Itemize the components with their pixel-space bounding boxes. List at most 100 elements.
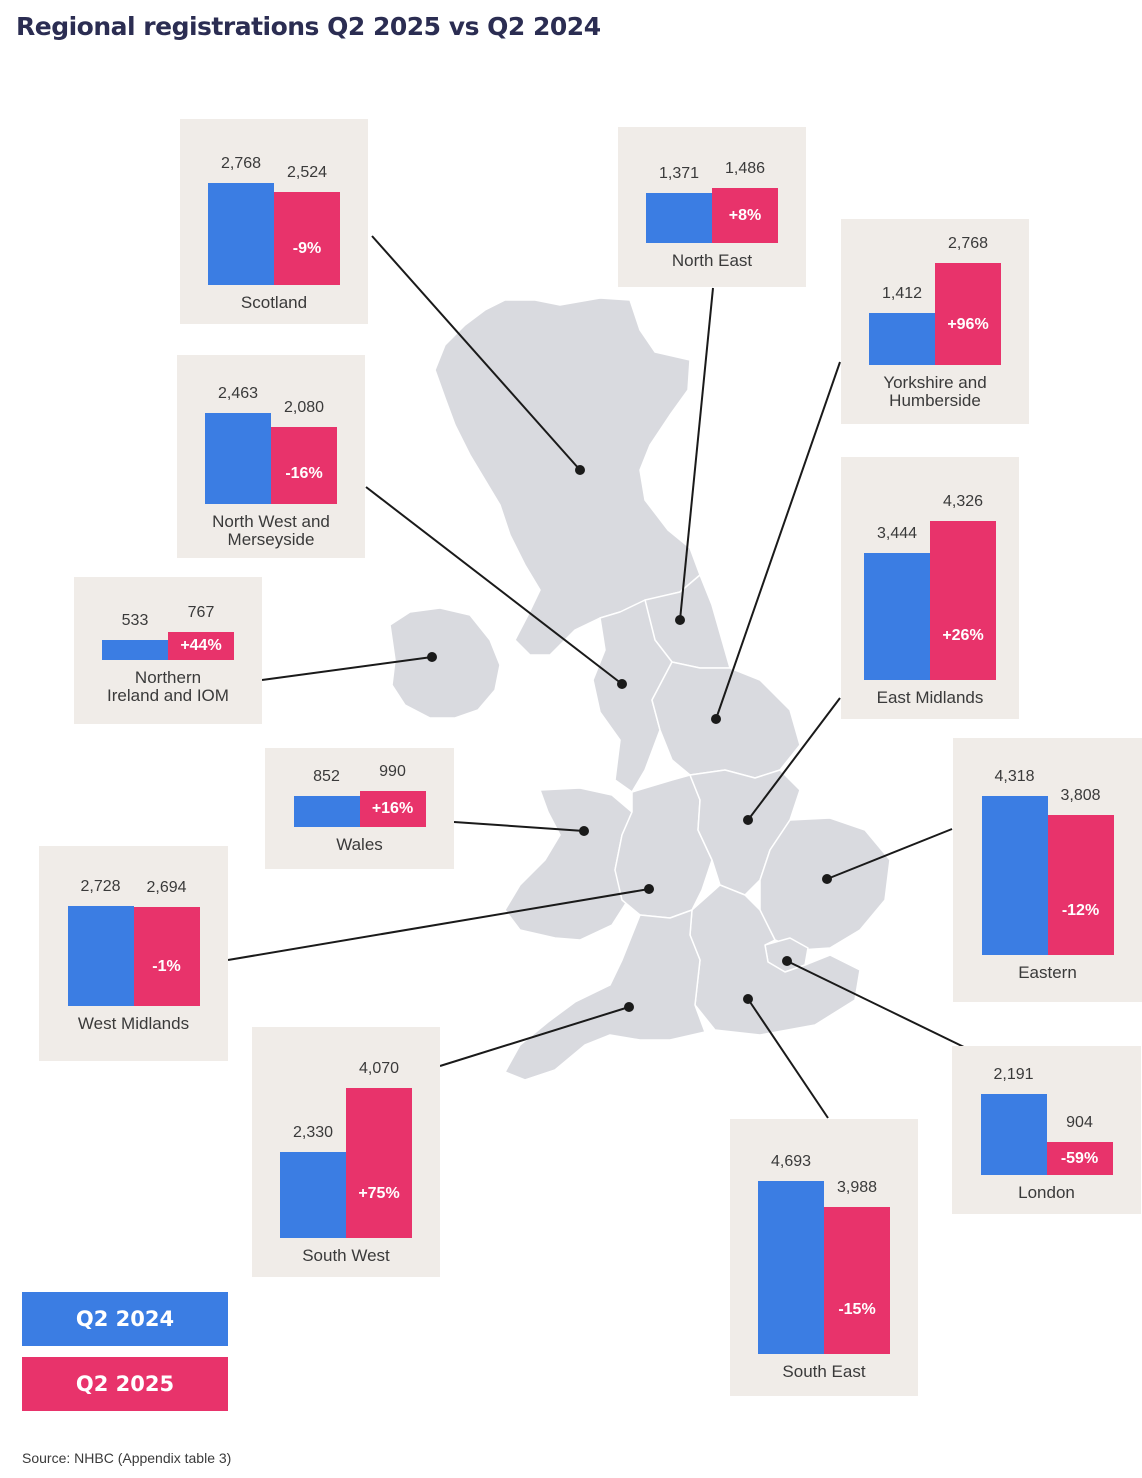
- connector-northern-ireland: [261, 656, 433, 681]
- value-label-q2-2025: 2,524: [286, 164, 328, 181]
- bar-q2-2024: [67, 906, 134, 1006]
- dot-west-midlands: [644, 884, 654, 894]
- bar-q2-2024: [864, 553, 930, 680]
- change-label: -59%: [1060, 1150, 1099, 1167]
- region-name-north-west-and-merseyside: North West and Merseyside: [212, 512, 330, 549]
- connector-eastern: [826, 828, 953, 880]
- bar-q2-2025: [1046, 1142, 1113, 1175]
- region-name-eastern: Eastern: [1018, 963, 1077, 982]
- dot-eastern: [822, 874, 832, 884]
- dot-south-west: [624, 1002, 634, 1012]
- region-name-east-midlands: East Midlands: [876, 688, 984, 707]
- bar-q2-2024: [205, 413, 271, 504]
- legend-q2-2024: Q2 2024: [22, 1292, 228, 1346]
- connector-east-midlands: [747, 697, 841, 821]
- bar-q2-2025: [824, 1207, 890, 1354]
- value-label-q2-2025: 3,808: [1060, 787, 1101, 804]
- value-label-q2-2024: 533: [121, 612, 149, 629]
- bar-q2-2025: [274, 192, 340, 285]
- region-name-northern-ireland-and-iom: Northern Ireland and IOM: [107, 668, 229, 705]
- dot-north-east: [675, 615, 685, 625]
- bar-q2-2025: [168, 632, 234, 660]
- dot-london: [782, 956, 792, 966]
- change-label: -1%: [152, 958, 181, 975]
- value-label-q2-2024: 4,693: [770, 1153, 812, 1170]
- bar-q2-2024: [646, 193, 712, 243]
- map-north-west: [592, 599, 673, 793]
- bar-q2-2025: [712, 188, 778, 243]
- bar-q2-2025: [271, 427, 337, 504]
- bar-q2-2024: [758, 1181, 824, 1354]
- connector-north-east: [679, 287, 714, 621]
- change-label: +96%: [947, 316, 989, 333]
- region-name-london: London: [1018, 1183, 1075, 1202]
- dot-yorkshire: [711, 714, 721, 724]
- chart-title: Regional registrations Q2 2025 vs Q2 202…: [16, 12, 601, 41]
- connector-yorkshire: [715, 361, 841, 720]
- change-label: -16%: [285, 465, 323, 482]
- region-name-south-west: South West: [302, 1246, 390, 1265]
- bar-q2-2024: [869, 313, 935, 365]
- value-label-q2-2024: 852: [313, 768, 340, 785]
- map-northern-ireland: [389, 607, 501, 719]
- dot-north-west: [617, 679, 627, 689]
- dot-east-midlands: [743, 815, 753, 825]
- value-label-q2-2024: 3,444: [876, 525, 918, 542]
- connector-south-west: [439, 1006, 630, 1067]
- connector-west-midlands: [227, 888, 650, 961]
- bar-q2-2024: [293, 796, 360, 827]
- region-name-yorkshire-and-humberside: Yorkshire and Humberside: [883, 373, 987, 410]
- bar-q2-2025: [346, 1088, 412, 1238]
- value-label-q2-2025: 1,486: [724, 160, 766, 177]
- map-wales: [504, 787, 633, 941]
- change-label: -15%: [838, 1301, 876, 1318]
- value-label-q2-2024: 2,768: [220, 155, 262, 172]
- value-label-q2-2025: 4,070: [358, 1060, 400, 1077]
- value-label-q2-2025: 2,080: [283, 399, 325, 416]
- bar-q2-2025: [1047, 815, 1114, 955]
- value-label-q2-2024: 2,728: [80, 878, 121, 895]
- value-label-q2-2025: 2,694: [146, 879, 187, 896]
- value-label-q2-2025: 767: [187, 604, 215, 621]
- connector-scotland: [371, 235, 581, 471]
- change-label: +75%: [358, 1185, 400, 1202]
- value-label-q2-2025: 2,768: [947, 235, 989, 252]
- dot-northern-ireland: [427, 652, 437, 662]
- value-label-q2-2025: 990: [379, 763, 406, 780]
- bar-q2-2025: [133, 907, 200, 1006]
- bar-q2-2025: [930, 521, 996, 680]
- connector-london: [786, 960, 967, 1049]
- region-name-wales: Wales: [336, 835, 383, 854]
- dot-wales: [579, 826, 589, 836]
- value-label-q2-2024: 2,191: [993, 1066, 1034, 1083]
- bar-q2-2024: [208, 183, 274, 285]
- value-label-q2-2025: 3,988: [836, 1179, 878, 1196]
- bar-q2-2024: [280, 1152, 346, 1238]
- dot-south-east: [743, 994, 753, 1004]
- value-label-q2-2025: 904: [1066, 1114, 1093, 1131]
- change-label: +8%: [728, 207, 762, 224]
- map-west-midlands: [614, 774, 713, 919]
- bar-q2-2024: [980, 1094, 1047, 1175]
- value-label-q2-2024: 2,330: [292, 1124, 334, 1141]
- region-name-west-midlands: West Midlands: [77, 1014, 190, 1033]
- dot-scotland: [575, 465, 585, 475]
- change-label: -12%: [1061, 902, 1100, 919]
- value-label-q2-2024: 1,371: [658, 165, 700, 182]
- change-label: +26%: [942, 627, 984, 644]
- region-name-south-east: South East: [782, 1362, 866, 1381]
- map-south-west: [504, 909, 706, 1081]
- value-label-q2-2024: 4,318: [994, 768, 1035, 785]
- legend-q2-2025: Q2 2025: [22, 1357, 228, 1411]
- value-label-q2-2024: 1,412: [881, 285, 923, 302]
- bar-q2-2025: [935, 263, 1001, 365]
- connector-south-east: [747, 998, 829, 1119]
- connector-wales: [453, 821, 585, 832]
- value-label-q2-2024: 2,463: [217, 385, 259, 402]
- change-label: +16%: [371, 800, 414, 817]
- region-name-scotland: Scotland: [240, 293, 308, 312]
- bar-q2-2024: [102, 640, 168, 660]
- source-note: Source: NHBC (Appendix table 3): [22, 1450, 232, 1466]
- map-eastern: [759, 817, 891, 951]
